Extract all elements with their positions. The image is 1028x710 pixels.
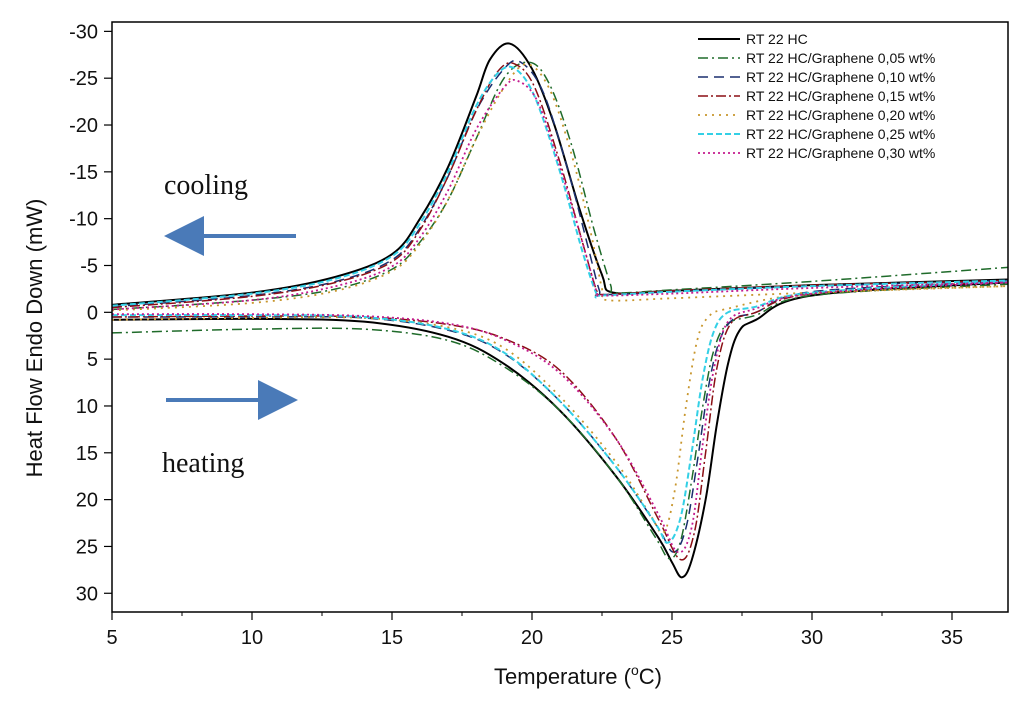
y-tick-label: 0 — [87, 302, 98, 324]
legend-label-6: RT 22 HC/Graphene 0,30 wt% — [746, 145, 935, 161]
series-line-cooling-1 — [111, 61, 1009, 311]
legend-label-5: RT 22 HC/Graphene 0,25 wt% — [746, 126, 935, 142]
y-tick-label: 30 — [76, 583, 98, 605]
series-line-cooling-5 — [111, 65, 1009, 307]
series-line-cooling-4 — [111, 63, 1009, 312]
x-tick-label: 15 — [381, 627, 403, 649]
x-tick-label: 5 — [106, 627, 117, 649]
x-axis: 5 10 15 20 25 30 35 — [106, 612, 963, 649]
x-tick-label: 20 — [521, 627, 543, 649]
y-tick-label: -25 — [69, 68, 98, 90]
y-tick-label: -10 — [69, 209, 98, 231]
series-line-heating-6 — [111, 281, 1009, 554]
series-layer — [111, 42, 1009, 579]
series-line-heating-2 — [111, 280, 1009, 553]
x-axis-title: Temperature (oC) — [494, 662, 662, 689]
y-tick-label: 20 — [76, 490, 98, 512]
series-line-heating-0 — [111, 281, 1009, 579]
y-tick-label: -15 — [69, 162, 98, 184]
legend: RT 22 HC RT 22 HC/Graphene 0,05 wt% RT 22 … — [698, 31, 935, 161]
series-line-heating-3 — [111, 280, 1009, 561]
legend-label-2: RT 22 HC/Graphene 0,10 wt% — [746, 69, 935, 85]
x-tick-label: 10 — [241, 627, 263, 649]
legend-label-1: RT 22 HC/Graphene 0,05 wt% — [746, 50, 935, 66]
y-axis-title: Heat Flow Endo Down (mW) — [22, 199, 47, 478]
plot-area-frame — [111, 21, 1009, 613]
series-line-cooling-6 — [111, 78, 1009, 311]
cooling-annotation: cooling — [164, 170, 248, 201]
y-tick-label: -5 — [80, 255, 98, 277]
legend-label-0: RT 22 HC — [746, 31, 808, 47]
x-tick-label: 30 — [801, 627, 823, 649]
y-tick-label: 10 — [76, 396, 98, 418]
series-line-heating-5 — [111, 280, 1009, 544]
y-tick-label: 15 — [76, 443, 98, 465]
series-line-heating-1 — [111, 283, 1009, 560]
legend-label-4: RT 22 HC/Graphene 0,20 wt% — [746, 107, 935, 123]
y-tick-label: -30 — [69, 21, 98, 43]
y-tick-label: 5 — [87, 349, 98, 371]
y-axis: -30 -25 -20 -15 -10 -5 0 5 10 15 20 25 30 — [69, 21, 112, 605]
y-tick-label: -20 — [69, 115, 98, 137]
x-tick-label: 35 — [941, 627, 963, 649]
legend-label-3: RT 22 HC/Graphene 0,15 wt% — [746, 88, 935, 104]
y-tick-label: 25 — [76, 536, 98, 558]
x-tick-label: 25 — [661, 627, 683, 649]
heating-annotation: heating — [162, 448, 244, 479]
